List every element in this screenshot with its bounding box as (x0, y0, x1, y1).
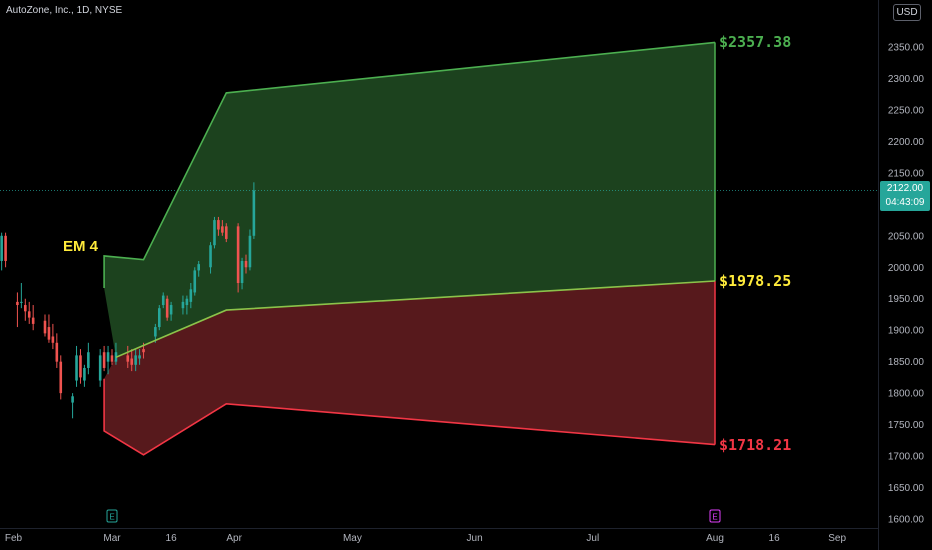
y-tick-label: 1650.00 (888, 483, 925, 494)
candle-body (165, 298, 169, 318)
candle-body (98, 355, 102, 381)
candle-body (248, 235, 252, 268)
candle-body (240, 260, 244, 283)
candle-body (244, 260, 248, 268)
event-marker-label: E (109, 513, 114, 522)
level-label-mid: $1978.25 (719, 271, 792, 290)
level-label-lower: $1718.21 (719, 435, 792, 454)
x-tick-label: May (343, 533, 362, 544)
candle-body (83, 367, 86, 381)
candle-body (197, 264, 201, 271)
candle-body (209, 245, 212, 268)
candle-body (142, 349, 145, 353)
y-tick-label: 1700.00 (888, 452, 925, 463)
y-tick-label: 2150.00 (888, 168, 925, 179)
candle-body (138, 355, 141, 359)
lower-band-line (103, 378, 716, 456)
y-tick-label: 2200.00 (888, 137, 925, 148)
x-tick-label: Sep (828, 533, 846, 544)
x-tick-label: Apr (226, 533, 242, 544)
candle-body (75, 355, 78, 381)
y-tick-label: 2050.00 (888, 231, 925, 242)
candle-body (79, 355, 82, 378)
y-tick-label: 1950.00 (888, 294, 925, 305)
candle-body (169, 305, 173, 315)
y-tick-label: 2350.00 (888, 43, 925, 54)
event-marker-label: E (712, 513, 717, 522)
candle-body (126, 355, 130, 362)
candle-body (213, 220, 216, 246)
lower-band-fill (104, 281, 716, 455)
x-tick-label: Mar (103, 533, 121, 544)
y-tick-label: 1900.00 (888, 326, 925, 337)
candle-body (87, 352, 90, 368)
x-tick-label: 16 (166, 533, 178, 544)
mid-band-line (115, 280, 716, 359)
candle-body (20, 301, 23, 303)
candle-body (161, 295, 165, 306)
x-tick-label: Aug (706, 533, 724, 544)
candle-body (130, 358, 134, 365)
candle-body (27, 311, 31, 318)
candle-body (134, 355, 137, 365)
candle-body (71, 396, 74, 403)
candle-body (181, 301, 185, 309)
upper-band-line (103, 41, 716, 288)
candle-body (221, 226, 224, 233)
candle-body (224, 226, 228, 239)
event-marker (709, 509, 721, 523)
currency-button[interactable]: USD (893, 4, 921, 21)
candle-body (217, 220, 220, 230)
level-label-upper: $2357.38 (719, 33, 792, 52)
candle-body (157, 308, 161, 328)
x-tick-label: 16 (769, 533, 781, 544)
candle-body (31, 317, 35, 324)
y-tick-label: 1800.00 (888, 389, 925, 400)
candle-body (4, 235, 7, 261)
y-tick-label: 1600.00 (888, 515, 925, 526)
candle-body (23, 305, 27, 312)
chart-title: AutoZone, Inc., 1D, NYSE (6, 5, 123, 16)
last-price-value: 2122.00 (886, 183, 924, 195)
candle-body (0, 235, 3, 261)
em-label: EM 4 (63, 238, 99, 255)
candle-body (185, 298, 189, 306)
candle-body (55, 342, 59, 362)
last-price-tag: 2122.00 04:43:09 (880, 181, 930, 212)
x-tick-label: Jul (586, 533, 599, 544)
candle-body (106, 352, 110, 362)
event-marker (106, 509, 118, 523)
candle-body (189, 289, 193, 302)
countdown-timer: 04:43:09 (885, 197, 925, 209)
upper-band-fill (104, 42, 716, 358)
candle-body (252, 190, 256, 236)
x-tick-label: Jun (467, 533, 483, 544)
candle-body (59, 361, 63, 394)
candle-body (102, 352, 106, 368)
candle-body (154, 327, 157, 337)
candle-body (16, 301, 19, 306)
candle-body (110, 355, 114, 362)
x-tick-label: Feb (5, 533, 23, 544)
y-tick-label: 2000.00 (888, 263, 925, 274)
candle-body (51, 336, 55, 343)
candle-body (43, 320, 47, 334)
candle-body (236, 226, 240, 283)
y-tick-label: 2250.00 (888, 105, 925, 116)
y-tick-label: 2300.00 (888, 74, 925, 85)
candle-body (47, 327, 51, 340)
candle-body (193, 270, 197, 293)
y-tick-label: 1750.00 (888, 420, 925, 431)
y-tick-label: 1850.00 (888, 357, 925, 368)
